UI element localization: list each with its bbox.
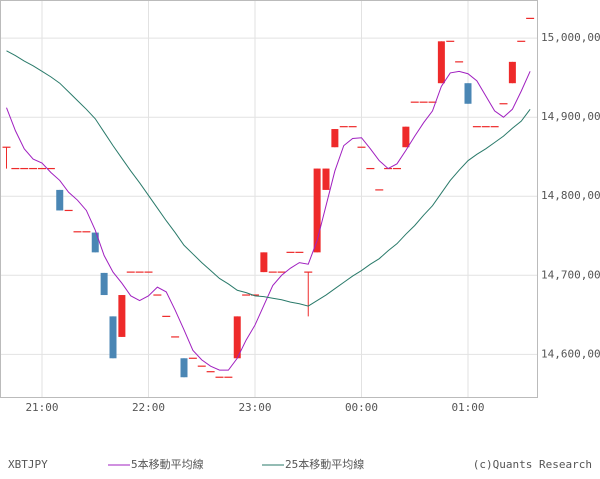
x-tick-label: 01:00 xyxy=(451,401,484,414)
credit: (c)Quants Research xyxy=(473,458,592,471)
candle-body xyxy=(100,272,108,296)
x-tick-label: 21:00 xyxy=(25,401,58,414)
moving-average-line xyxy=(6,70,531,371)
x-tick-label: 00:00 xyxy=(345,401,378,414)
legend-label: 25本移動平均線 xyxy=(285,457,364,471)
candle-body xyxy=(402,126,410,148)
y-tick-label: 14,700,00 xyxy=(541,268,600,281)
y-tick-label: 14,600,00 xyxy=(541,347,600,360)
candle-body xyxy=(233,316,241,359)
plot-frame xyxy=(0,0,538,398)
candle-body xyxy=(118,295,126,337)
candle-body xyxy=(437,41,445,84)
candle-body xyxy=(91,232,99,253)
legend-label: 5本移動平均線 xyxy=(131,457,204,471)
x-tick-label: 23:00 xyxy=(238,401,271,414)
y-tick-label: 14,800,00 xyxy=(541,189,600,202)
candle-body xyxy=(508,61,516,84)
symbol: XBTJPY xyxy=(8,458,48,471)
candle-body xyxy=(109,316,117,359)
candle-body xyxy=(313,168,321,253)
candle-body xyxy=(322,168,330,190)
moving-average-line xyxy=(6,50,531,307)
candle-body xyxy=(464,83,472,104)
candle-body xyxy=(56,189,64,211)
candle-body xyxy=(331,129,339,148)
y-tick-label: 15,000,00 xyxy=(541,31,600,44)
candle-body xyxy=(260,252,268,273)
x-tick-label: 22:00 xyxy=(132,401,165,414)
candle-body xyxy=(180,358,188,378)
y-tick-label: 14,900,00 xyxy=(541,110,600,123)
